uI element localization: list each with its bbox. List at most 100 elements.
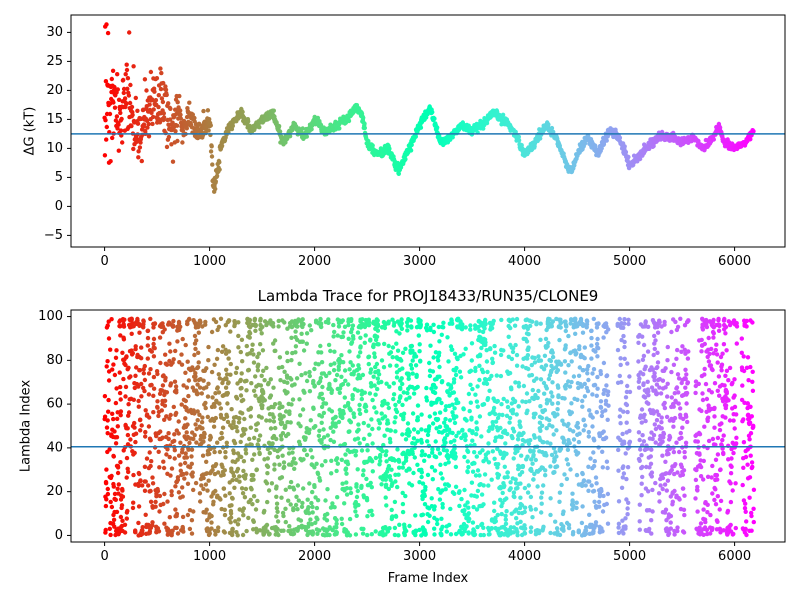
lambda-point bbox=[368, 337, 373, 342]
lambda-point bbox=[484, 381, 490, 386]
delta-g-point bbox=[178, 112, 183, 118]
lambda-point bbox=[190, 474, 195, 479]
lambda-point bbox=[201, 378, 206, 383]
lambda-point bbox=[486, 460, 492, 465]
lambda-point bbox=[329, 458, 334, 463]
lambda-point bbox=[346, 400, 351, 406]
lambda-point bbox=[310, 510, 315, 515]
lambda-point bbox=[359, 396, 364, 402]
lambda-point bbox=[543, 363, 549, 368]
lambda-point bbox=[491, 405, 497, 411]
lambda-point bbox=[382, 401, 387, 406]
lambda-point bbox=[474, 399, 480, 404]
lambda-point bbox=[335, 495, 340, 500]
delta-g-point bbox=[136, 149, 141, 154]
lambda-point bbox=[543, 468, 548, 473]
lambda-point bbox=[209, 329, 215, 335]
delta-g-point bbox=[147, 102, 152, 107]
lambda-point bbox=[272, 467, 277, 472]
lambda-point bbox=[226, 318, 232, 323]
lambda-point bbox=[283, 487, 288, 492]
lambda-point bbox=[105, 323, 110, 328]
delta-g-point bbox=[647, 146, 652, 151]
lambda-point bbox=[118, 384, 123, 390]
lambda-point bbox=[358, 344, 363, 349]
lambda-point bbox=[204, 459, 209, 464]
lambda-point bbox=[365, 532, 370, 538]
lambda-point bbox=[397, 331, 402, 336]
lambda-point bbox=[286, 498, 291, 503]
lambda-point bbox=[282, 369, 287, 374]
lambda-point bbox=[375, 323, 381, 329]
lambda-point bbox=[456, 430, 461, 435]
lambda-point bbox=[372, 351, 377, 356]
lambda-point bbox=[106, 336, 112, 341]
lambda-point bbox=[480, 329, 486, 335]
lambda-point bbox=[451, 380, 457, 385]
lambda-point bbox=[175, 531, 181, 536]
lambda-point bbox=[314, 505, 320, 511]
lambda-point bbox=[429, 496, 434, 501]
lambda-point bbox=[385, 421, 391, 426]
lambda-point bbox=[389, 467, 394, 472]
lambda-point bbox=[288, 420, 293, 425]
lambda-point bbox=[387, 384, 392, 389]
lambda-point bbox=[361, 420, 366, 426]
lambda-point bbox=[504, 399, 510, 404]
lambda-point bbox=[440, 488, 445, 493]
lambda-point bbox=[238, 377, 243, 383]
lambda-point bbox=[114, 386, 119, 391]
lambda-point bbox=[251, 477, 256, 482]
lambda-point bbox=[128, 374, 133, 379]
delta-g-point bbox=[146, 134, 152, 139]
lambda-point bbox=[298, 413, 303, 418]
delta-g-y-tick-label: 20 bbox=[46, 83, 63, 98]
lambda-point bbox=[203, 405, 208, 411]
lambda-point bbox=[196, 330, 201, 335]
delta-g-x-ticks: 0 1000 2000 3000 4000 5000 6000 bbox=[100, 247, 751, 269]
lambda-point bbox=[218, 497, 223, 502]
lambda-point bbox=[160, 435, 165, 440]
lambda-point bbox=[339, 521, 345, 527]
lambda-point bbox=[514, 316, 520, 322]
lambda-point bbox=[531, 448, 536, 454]
lambda-point bbox=[197, 412, 202, 417]
lambda-point bbox=[353, 449, 359, 454]
lambda-point bbox=[409, 343, 415, 349]
lambda-point bbox=[271, 419, 277, 424]
lambda-point bbox=[438, 471, 444, 476]
lambda-point bbox=[121, 337, 127, 342]
lambda-point bbox=[525, 490, 531, 495]
lambda-point bbox=[288, 479, 294, 485]
lambda-point bbox=[506, 354, 511, 359]
lambda-point bbox=[346, 322, 351, 328]
lambda-point bbox=[433, 454, 439, 460]
lambda-point bbox=[454, 414, 459, 419]
lambda-point bbox=[151, 386, 157, 391]
lambda-point bbox=[213, 319, 219, 325]
lambda-point bbox=[200, 415, 205, 420]
delta-g-point bbox=[115, 87, 121, 92]
lambda-point bbox=[125, 432, 131, 438]
lambda-point bbox=[159, 408, 164, 413]
lambda-point bbox=[522, 531, 528, 536]
lambda-point bbox=[412, 455, 417, 460]
delta-g-point bbox=[124, 62, 129, 67]
lambda-point bbox=[472, 450, 477, 455]
delta-g-point bbox=[413, 134, 418, 139]
lambda-point bbox=[176, 321, 182, 326]
lambda-point bbox=[415, 430, 421, 435]
lambda-point bbox=[279, 475, 285, 480]
lambda-point bbox=[383, 452, 388, 458]
lambda-point bbox=[203, 400, 208, 406]
lambda-point bbox=[312, 465, 317, 470]
lambda-point bbox=[208, 435, 213, 440]
lambda-point bbox=[477, 377, 482, 383]
lambda-point bbox=[207, 531, 212, 536]
lambda-point bbox=[183, 370, 188, 375]
lambda-point bbox=[174, 511, 180, 517]
lambda-point bbox=[475, 468, 481, 473]
lambda-point bbox=[342, 501, 347, 506]
lambda-point bbox=[387, 436, 393, 442]
lambda-point bbox=[289, 377, 294, 382]
